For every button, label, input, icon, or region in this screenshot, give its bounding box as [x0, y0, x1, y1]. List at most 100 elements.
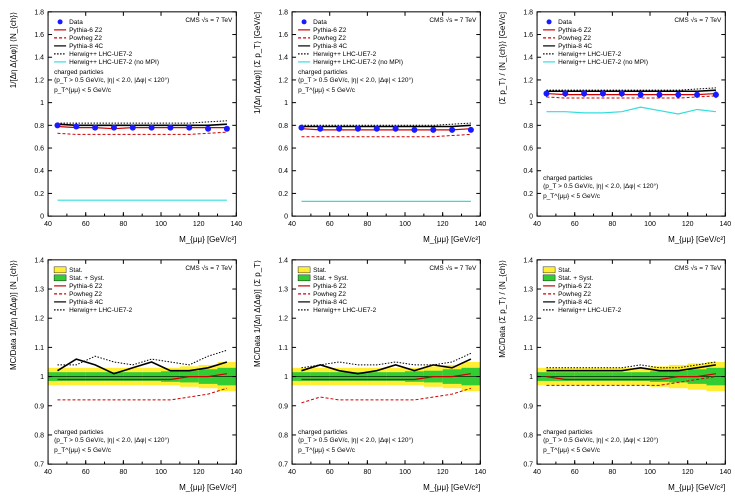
svg-text:80: 80 — [119, 221, 127, 228]
svg-text:Data: Data — [558, 19, 572, 26]
svg-text:M_{μμ} [GeV/c²]: M_{μμ} [GeV/c²] — [423, 235, 480, 244]
svg-text:p_T^{μμ} < 5 GeV/c: p_T^{μμ} < 5 GeV/c — [298, 87, 356, 94]
svg-text:1.1: 1.1 — [279, 345, 289, 352]
svg-text:1/[Δη Δ(Δφ)] ⟨N_{ch}⟩: 1/[Δη Δ(Δφ)] ⟨N_{ch}⟩ — [9, 12, 18, 88]
svg-text:120: 120 — [193, 469, 205, 476]
bottom-panel-0: 4060801001201400.70.80.911.11.21.31.4Sta… — [4, 252, 242, 496]
svg-text:1.3: 1.3 — [279, 287, 289, 294]
svg-text:0.6: 0.6 — [279, 146, 289, 153]
svg-text:0.8: 0.8 — [523, 432, 533, 439]
svg-text:40: 40 — [288, 469, 296, 476]
svg-text:(p_T > 0.5 GeV/c, |η| < 2.0, |: (p_T > 0.5 GeV/c, |η| < 2.0, |Δφ| < 120°… — [298, 76, 413, 84]
chart-panel-top-0: 40608010012014000.20.40.60.811.21.41.61.… — [4, 4, 242, 248]
svg-text:1.8: 1.8 — [279, 9, 289, 16]
svg-text:1.4: 1.4 — [279, 257, 289, 264]
svg-text:charged particles: charged particles — [54, 69, 104, 76]
top-panel-2: 40608010012014000.20.40.60.811.21.41.61.… — [493, 4, 731, 248]
svg-text:Pythia-6 Z2: Pythia-6 Z2 — [558, 27, 592, 34]
svg-text:Stat.: Stat. — [69, 267, 83, 274]
svg-text:0.7: 0.7 — [34, 462, 44, 469]
bottom-panel-2: 4060801001201400.70.80.911.11.21.31.4Sta… — [493, 252, 731, 496]
svg-text:Herwig++ LHC-UE7-2: Herwig++ LHC-UE7-2 — [313, 307, 377, 314]
svg-text:40: 40 — [533, 221, 541, 228]
svg-text:1: 1 — [529, 374, 533, 381]
chart-panel-top-1: 40608010012014000.20.40.60.811.21.41.61.… — [248, 4, 486, 248]
svg-text:1.2: 1.2 — [34, 77, 44, 84]
svg-text:100: 100 — [400, 469, 412, 476]
svg-text:1.3: 1.3 — [34, 287, 44, 294]
bottom-panel-1: 4060801001201400.70.80.911.11.21.31.4Sta… — [248, 252, 486, 496]
svg-text:1: 1 — [40, 100, 44, 107]
svg-text:Data: Data — [313, 19, 327, 26]
svg-text:0.6: 0.6 — [34, 146, 44, 153]
svg-text:Powheg Z2: Powheg Z2 — [313, 35, 346, 42]
svg-text:0.7: 0.7 — [523, 462, 533, 469]
svg-text:1.2: 1.2 — [279, 316, 289, 323]
svg-text:⟨Σ p_T⟩ / ⟨N_{ch}⟩ [GeV/c]: ⟨Σ p_T⟩ / ⟨N_{ch}⟩ [GeV/c] — [498, 12, 507, 105]
svg-text:Herwig++ LHC-UE7-2: Herwig++ LHC-UE7-2 — [69, 307, 133, 314]
svg-text:1.2: 1.2 — [523, 316, 533, 323]
svg-text:40: 40 — [44, 221, 52, 228]
svg-text:1.8: 1.8 — [34, 9, 44, 16]
svg-text:80: 80 — [608, 221, 616, 228]
svg-text:1: 1 — [284, 374, 288, 381]
svg-text:1: 1 — [529, 100, 533, 107]
svg-text:40: 40 — [533, 469, 541, 476]
svg-text:0.2: 0.2 — [34, 191, 44, 198]
svg-text:CMS √s = 7 TeV: CMS √s = 7 TeV — [185, 264, 233, 272]
svg-text:M_{μμ} [GeV/c²]: M_{μμ} [GeV/c²] — [179, 483, 236, 492]
svg-text:Powheg Z2: Powheg Z2 — [313, 291, 346, 298]
svg-text:0.9: 0.9 — [279, 403, 289, 410]
svg-text:Stat. + Syst.: Stat. + Syst. — [313, 275, 348, 282]
svg-text:Powheg Z2: Powheg Z2 — [69, 35, 102, 42]
svg-text:1.1: 1.1 — [523, 345, 533, 352]
svg-text:p_T^{μμ} < 5 GeV/c: p_T^{μμ} < 5 GeV/c — [298, 447, 356, 454]
svg-text:charged particles: charged particles — [298, 69, 348, 76]
svg-text:charged particles: charged particles — [543, 175, 593, 182]
svg-text:M_{μμ} [GeV/c²]: M_{μμ} [GeV/c²] — [668, 235, 725, 244]
svg-text:1.4: 1.4 — [523, 257, 533, 264]
svg-text:0.4: 0.4 — [523, 168, 533, 175]
svg-text:0.6: 0.6 — [523, 146, 533, 153]
svg-text:80: 80 — [364, 469, 372, 476]
svg-text:(p_T > 0.5 GeV/c, |η| < 2.0, |: (p_T > 0.5 GeV/c, |η| < 2.0, |Δφ| < 120°… — [298, 436, 413, 444]
svg-text:Pythia-8 4C: Pythia-8 4C — [558, 299, 592, 306]
svg-text:1.4: 1.4 — [523, 55, 533, 62]
svg-text:60: 60 — [82, 469, 90, 476]
svg-text:MC/Data ⟨Σ p_T⟩ / ⟨N_{ch}⟩: MC/Data ⟨Σ p_T⟩ / ⟨N_{ch}⟩ — [498, 260, 507, 358]
svg-text:60: 60 — [326, 221, 334, 228]
svg-text:CMS √s = 7 TeV: CMS √s = 7 TeV — [430, 264, 478, 272]
svg-text:1.8: 1.8 — [523, 9, 533, 16]
svg-text:Herwig++ LHC-UE7-2 (no MPI): Herwig++ LHC-UE7-2 (no MPI) — [69, 59, 159, 66]
svg-text:60: 60 — [570, 221, 578, 228]
svg-text:M_{μμ} [GeV/c²]: M_{μμ} [GeV/c²] — [423, 483, 480, 492]
svg-text:1.4: 1.4 — [279, 55, 289, 62]
svg-text:MC/Data 1/[Δη Δ(Δφ)] ⟨N_{ch}⟩: MC/Data 1/[Δη Δ(Δφ)] ⟨N_{ch}⟩ — [9, 260, 18, 370]
svg-text:1/[Δη Δ(Δφ)] ⟨Σ p_T⟩ [GeV/c]: 1/[Δη Δ(Δφ)] ⟨Σ p_T⟩ [GeV/c] — [253, 12, 262, 114]
svg-text:40: 40 — [288, 221, 296, 228]
svg-text:Pythia-8 4C: Pythia-8 4C — [313, 43, 347, 50]
svg-text:140: 140 — [719, 221, 731, 228]
chart-panel-top-2: 40608010012014000.20.40.60.811.21.41.61.… — [493, 4, 731, 248]
svg-text:0.7: 0.7 — [279, 462, 289, 469]
svg-text:Pythia-6 Z2: Pythia-6 Z2 — [558, 283, 592, 290]
top-panel-1: 40608010012014000.20.40.60.811.21.41.61.… — [248, 4, 486, 248]
svg-text:Stat. + Syst.: Stat. + Syst. — [558, 275, 593, 282]
svg-text:charged particles: charged particles — [298, 429, 348, 436]
svg-text:p_T^{μμ} < 5 GeV/c: p_T^{μμ} < 5 GeV/c — [54, 87, 112, 94]
svg-text:CMS √s = 7 TeV: CMS √s = 7 TeV — [674, 16, 722, 24]
svg-text:1.4: 1.4 — [34, 55, 44, 62]
svg-text:1: 1 — [40, 374, 44, 381]
svg-text:Powheg Z2: Powheg Z2 — [558, 35, 591, 42]
svg-text:0.8: 0.8 — [279, 123, 289, 130]
svg-text:0.2: 0.2 — [279, 191, 289, 198]
svg-text:Pythia-8 4C: Pythia-8 4C — [69, 43, 103, 50]
svg-text:1: 1 — [284, 100, 288, 107]
svg-text:100: 100 — [155, 469, 167, 476]
top-panel-0: 40608010012014000.20.40.60.811.21.41.61.… — [4, 4, 242, 248]
svg-text:Stat.: Stat. — [558, 267, 572, 274]
svg-text:Powheg Z2: Powheg Z2 — [69, 291, 102, 298]
svg-text:Stat. + Syst.: Stat. + Syst. — [69, 275, 104, 282]
svg-text:120: 120 — [193, 221, 205, 228]
svg-text:Pythia-8 4C: Pythia-8 4C — [558, 43, 592, 50]
